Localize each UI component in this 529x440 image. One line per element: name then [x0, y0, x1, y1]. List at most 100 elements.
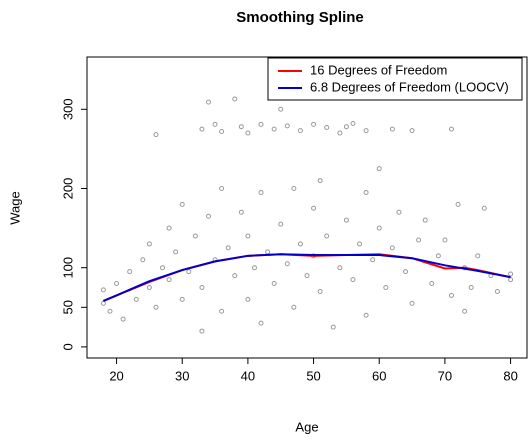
x-tick-label: 50 [306, 368, 320, 383]
data-point [219, 308, 225, 314]
x-tick-label: 60 [372, 368, 386, 383]
data-point [245, 130, 251, 136]
data-point [311, 121, 317, 127]
data-point [363, 189, 369, 195]
data-point [265, 249, 271, 255]
data-point [271, 281, 277, 287]
data-point [291, 185, 297, 191]
data-point [350, 277, 356, 283]
data-point [238, 209, 244, 215]
data-point [337, 265, 343, 271]
data-point [409, 128, 415, 134]
data-point [343, 124, 349, 130]
data-point [245, 296, 251, 302]
data-point [468, 285, 474, 291]
x-axis-label: Age [295, 419, 318, 434]
data-point [350, 121, 356, 127]
data-point [389, 126, 395, 132]
data-point [448, 126, 454, 132]
data-point [442, 237, 448, 243]
data-point [160, 265, 166, 271]
data-point [205, 99, 211, 105]
data-point [153, 132, 159, 138]
data-point [389, 245, 395, 251]
data-point [481, 205, 487, 211]
x-tick-label: 80 [503, 368, 517, 383]
data-point [100, 300, 106, 306]
data-point [422, 217, 428, 223]
data-point [245, 233, 251, 239]
data-point [271, 126, 277, 132]
data-point [396, 209, 402, 215]
y-tick-label: 300 [60, 98, 75, 120]
data-point [232, 273, 238, 279]
data-point [508, 271, 514, 277]
spline-line [103, 253, 511, 302]
data-point [120, 316, 126, 322]
data-point [297, 241, 303, 247]
data-point [376, 225, 382, 231]
data-point [494, 288, 500, 294]
data-point [219, 128, 225, 134]
data-point [508, 277, 514, 283]
data-point [146, 285, 152, 291]
data-point [199, 285, 205, 291]
y-tick-label: 200 [60, 178, 75, 200]
data-point [107, 308, 113, 314]
x-tick-label: 70 [438, 368, 452, 383]
data-point [238, 124, 244, 130]
data-point [127, 269, 133, 275]
data-point [114, 281, 120, 287]
data-point [403, 269, 409, 275]
plot-frame [86, 56, 528, 359]
data-point [409, 300, 415, 306]
x-tick-label: 20 [109, 368, 123, 383]
data-point [324, 233, 330, 239]
data-point [166, 225, 172, 231]
data-point [357, 241, 363, 247]
data-point [416, 237, 422, 243]
data-point [311, 205, 317, 211]
data-point [199, 126, 205, 132]
data-point [166, 277, 172, 283]
data-point [225, 245, 231, 251]
data-point [173, 249, 179, 255]
data-point [363, 128, 369, 134]
data-point [429, 281, 435, 287]
data-point [330, 324, 336, 330]
data-point [100, 287, 106, 293]
data-point [212, 121, 218, 127]
data-point [146, 241, 152, 247]
data-point [343, 217, 349, 223]
data-point [186, 269, 192, 275]
data-point [284, 261, 290, 267]
data-point [153, 304, 159, 310]
data-point [448, 292, 454, 298]
data-point [140, 257, 146, 263]
data-point [462, 308, 468, 314]
data-point [376, 166, 382, 172]
data-point [133, 296, 139, 302]
data-point [435, 253, 441, 259]
data-point [291, 304, 297, 310]
data-point [219, 185, 225, 191]
data-point [258, 189, 264, 195]
data-point [317, 178, 323, 184]
data-point [304, 273, 310, 279]
data-point [179, 296, 185, 302]
data-point [297, 128, 303, 134]
y-tick-label: 100 [60, 257, 75, 279]
legend-box [267, 57, 523, 101]
legend-label: 16 Degrees of Freedom [310, 62, 447, 77]
data-point [179, 201, 185, 207]
data-point [337, 130, 343, 136]
data-point [258, 320, 264, 326]
data-point [232, 96, 238, 102]
data-point [199, 328, 205, 334]
y-tick-label: 50 [60, 300, 75, 314]
x-tick-label: 30 [175, 368, 189, 383]
chart-title: Smoothing Spline [236, 9, 364, 26]
data-point [192, 233, 198, 239]
y-tick-label: 0 [60, 343, 75, 350]
